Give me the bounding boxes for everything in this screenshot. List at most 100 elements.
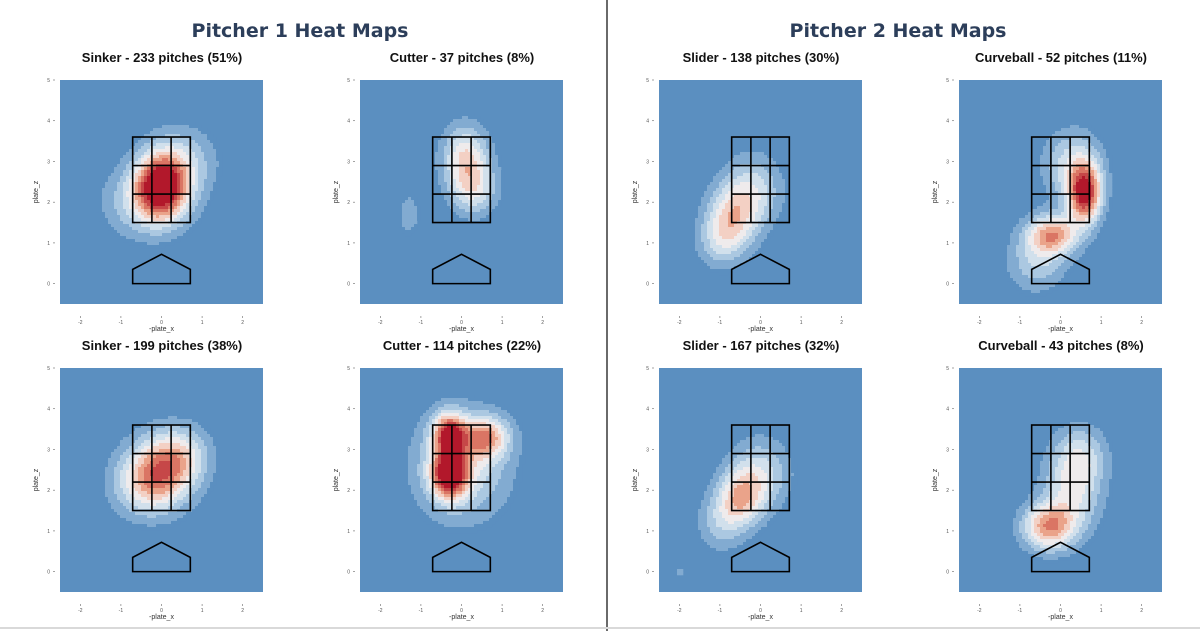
density-cell [186,446,190,450]
density-cell [153,428,157,432]
density-cell [1100,146,1104,150]
density-cell [1085,206,1089,210]
density-cell [1085,176,1089,180]
density-cell [435,149,439,153]
density-cell [204,449,208,453]
density-cell [153,200,157,204]
density-cell [156,425,160,429]
density-cell [183,443,187,447]
density-cell [1091,137,1095,141]
density-cell [459,167,463,171]
density-cell [153,233,157,237]
density-cell [180,152,184,156]
density-cell [459,197,463,201]
density-cell [1106,203,1110,207]
density-cell [1022,236,1026,240]
density-cell [1040,218,1044,222]
density-cell [722,197,726,201]
density-cell [1070,170,1074,174]
density-cell [102,182,106,186]
density-cell [704,245,708,249]
density-cell [767,200,771,204]
density-cell [1052,194,1056,198]
density-cell [156,143,160,147]
density-cell [1064,203,1068,207]
density-cell [159,449,163,453]
density-cell [459,209,463,213]
density-cell [435,173,439,177]
density-cell [147,425,151,429]
density-cell [480,146,484,150]
density-cell [153,134,157,138]
density-cell [1070,179,1074,183]
density-cell [713,224,717,228]
density-cell [195,182,199,186]
density-cell [444,188,448,192]
density-cell [192,197,196,201]
density-cell [111,167,115,171]
density-cell [177,218,181,222]
density-cell [1019,245,1023,249]
density-cell [171,170,175,174]
density-cell [776,215,780,219]
density-cell [186,173,190,177]
density-cell [120,158,124,162]
density-cell [117,182,121,186]
density-cell [156,206,160,210]
density-cell [1085,185,1089,189]
density-cell [168,434,172,438]
density-cell [1037,218,1041,222]
density-cell [1085,125,1089,129]
density-cell [731,191,735,195]
density-cell [198,179,202,183]
density-cell [471,149,475,153]
density-cell [432,155,436,159]
density-cell [1058,200,1062,204]
density-cell [462,161,466,165]
density-cell [159,206,163,210]
density-cell [1046,191,1050,195]
density-cell [441,200,445,204]
density-cell [186,449,190,453]
density-cell [171,128,175,132]
density-cell [462,119,466,123]
density-cell [207,158,211,162]
density-cell [1052,212,1056,216]
density-cell [1061,188,1065,192]
density-cell [135,206,139,210]
density-cell [1100,155,1104,159]
density-cell [1043,230,1047,234]
density-cell [444,161,448,165]
density-cell [719,224,723,228]
density-cell [1085,143,1089,147]
density-cell [1019,281,1023,285]
density-cell [1046,248,1050,252]
density-cell [743,206,747,210]
density-cell [150,245,154,249]
density-cell [746,197,750,201]
density-cell [1034,263,1038,267]
density-cell [692,248,696,252]
density-cell [471,167,475,171]
density-cell [749,227,753,231]
density-cell [734,161,738,165]
density-cell [1007,233,1011,237]
density-cell [1073,161,1077,165]
density-cell [1082,122,1086,126]
density-cell [1079,203,1083,207]
density-cell [767,224,771,228]
density-cell [1040,284,1044,288]
density-cell [399,206,403,210]
density-cell [1106,206,1110,210]
density-cell [1058,173,1062,177]
density-cell [165,167,169,171]
density-cell [201,212,205,216]
density-cell [147,212,151,216]
density-cell [186,419,190,423]
density-cell [111,191,115,195]
density-cell [1052,134,1056,138]
density-cell [195,431,199,435]
density-cell [1025,263,1029,267]
density-cell [731,236,735,240]
